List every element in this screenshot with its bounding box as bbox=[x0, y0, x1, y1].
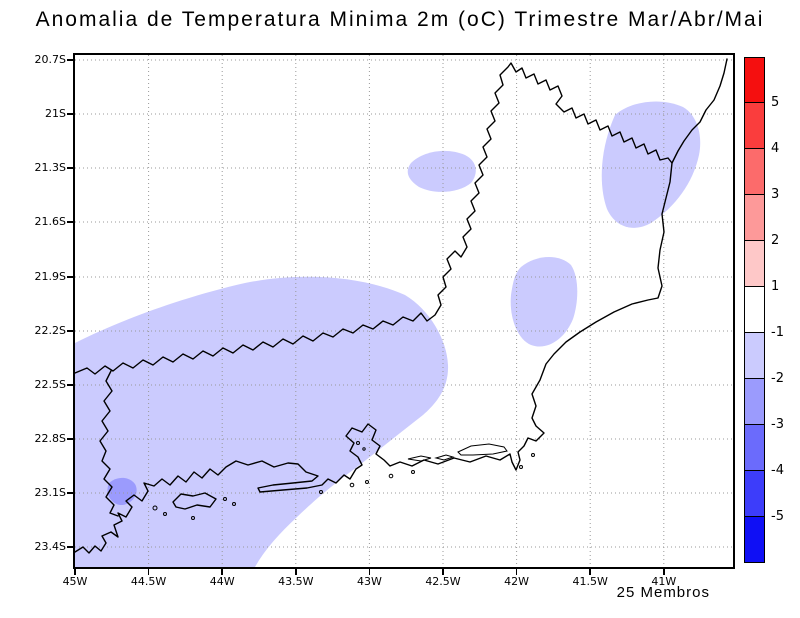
lon-tick-mark bbox=[221, 569, 223, 575]
lat-tick-label: 20.7S bbox=[34, 53, 66, 66]
colorbar bbox=[744, 57, 765, 563]
lon-tick-mark bbox=[515, 569, 518, 575]
lat-tick-label: 22.2S bbox=[34, 324, 66, 337]
ilha-grande-island bbox=[172, 492, 217, 510]
colorbar-tick-label: 3 bbox=[771, 187, 780, 202]
chart-title: Anomalia de Temperatura Minima 2m (oC) T… bbox=[35, 8, 765, 31]
colorbar-tick-label: 1 bbox=[771, 279, 780, 294]
colorbar-cell bbox=[744, 517, 765, 563]
colorbar-tick-label: 5 bbox=[771, 95, 780, 110]
colorbar-cell bbox=[744, 57, 765, 103]
lat-tick-label: 21.6S bbox=[34, 215, 66, 228]
marica-lagoon bbox=[407, 455, 432, 462]
lon-tick-label: 42W bbox=[504, 575, 530, 588]
anomaly-region-central bbox=[510, 256, 578, 347]
lon-tick-label: 42.5W bbox=[425, 575, 461, 588]
lon-tick-label: 44W bbox=[209, 575, 235, 588]
lon-tick-mark bbox=[295, 569, 297, 575]
coastline bbox=[75, 58, 728, 554]
colorbar-cell bbox=[744, 241, 765, 287]
colorbar-tick-label: 4 bbox=[771, 141, 780, 156]
small-islands bbox=[152, 441, 535, 520]
state-border-north bbox=[75, 62, 673, 375]
colorbar-cell bbox=[744, 103, 765, 149]
colorbar-tick-label: -1 bbox=[771, 325, 784, 340]
lon-tick-mark bbox=[74, 569, 76, 575]
map-canvas bbox=[75, 55, 733, 567]
colorbar-cell bbox=[744, 149, 765, 195]
colorbar-cell bbox=[744, 379, 765, 425]
lat-tick-label: 21.9S bbox=[34, 270, 66, 283]
lon-tick-mark bbox=[442, 569, 444, 575]
lon-tick-label: 43.5W bbox=[278, 575, 314, 588]
state-border-west bbox=[99, 370, 119, 517]
lon-tick-label: 45W bbox=[62, 575, 88, 588]
lon-tick-mark bbox=[368, 569, 371, 575]
colorbar-tick-label: -4 bbox=[771, 463, 784, 478]
lat-tick-label: 22.5S bbox=[34, 378, 66, 391]
ensemble-members-label: 25 Membros bbox=[616, 584, 710, 601]
colorbar-cell bbox=[744, 287, 765, 333]
lat-tick-label: 21S bbox=[45, 107, 66, 120]
lon-tick-mark bbox=[147, 569, 150, 575]
grid-layer bbox=[75, 55, 733, 567]
anomaly-region-southwest bbox=[75, 276, 449, 567]
colorbar-cell bbox=[744, 471, 765, 517]
map-plot-area bbox=[73, 53, 735, 569]
saquarema-lagoon bbox=[434, 454, 455, 461]
colorbar-cell bbox=[744, 333, 765, 379]
anomaly-region-northeast bbox=[601, 101, 701, 228]
anomaly-shading-layer bbox=[75, 101, 701, 567]
lat-tick-label: 21.3S bbox=[34, 161, 66, 174]
lon-tick-label: 44.5W bbox=[130, 575, 167, 588]
colorbar-tick-label: 2 bbox=[771, 233, 780, 248]
colorbar-cell bbox=[744, 195, 765, 241]
lat-tick-label: 23.4S bbox=[34, 540, 66, 553]
colorbar-tick-label: -5 bbox=[771, 509, 784, 524]
colorbar-tick-label: -2 bbox=[771, 371, 784, 386]
lon-tick-label: 43W bbox=[356, 575, 382, 588]
coastline-layer bbox=[75, 58, 728, 554]
araruama-lagoon bbox=[457, 443, 508, 456]
lat-tick-label: 22.8S bbox=[34, 432, 66, 445]
colorbar-cell bbox=[744, 425, 765, 471]
lon-tick-mark bbox=[663, 569, 665, 575]
lat-tick-label: 23.1S bbox=[34, 486, 66, 499]
colorbar-tick-label: -3 bbox=[771, 417, 784, 432]
lon-tick-mark bbox=[589, 569, 591, 575]
anomaly-region-north-central bbox=[407, 150, 476, 192]
